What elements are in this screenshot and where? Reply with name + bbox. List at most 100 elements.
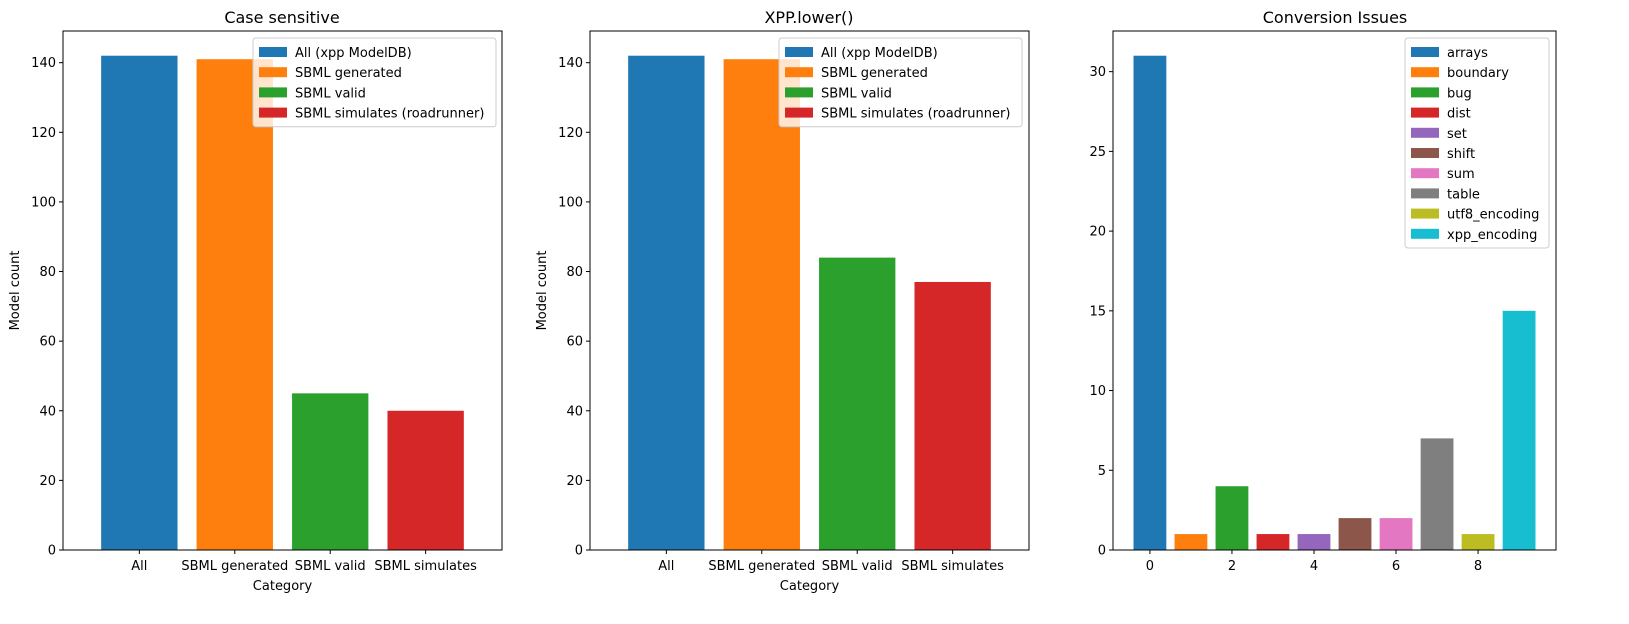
y-tick-label: 30 bbox=[1089, 65, 1106, 80]
legend-swatch bbox=[1411, 87, 1439, 98]
bar bbox=[723, 59, 800, 550]
bar bbox=[1256, 534, 1290, 550]
bar bbox=[1502, 310, 1536, 550]
legend-swatch bbox=[259, 47, 287, 57]
bar bbox=[819, 257, 896, 550]
y-tick-label: 60 bbox=[566, 335, 583, 350]
legend: arrays boundary bug dist set shift sum table utf… bbox=[1404, 37, 1550, 249]
bar bbox=[1420, 438, 1454, 550]
bar bbox=[387, 410, 464, 550]
legend-swatch bbox=[1411, 47, 1439, 57]
legend-swatch bbox=[1411, 148, 1439, 158]
legend-swatch bbox=[1411, 168, 1439, 179]
bar bbox=[292, 393, 369, 550]
x-axis-label: Category bbox=[253, 579, 313, 594]
bar bbox=[1174, 534, 1208, 550]
legend-box bbox=[252, 37, 497, 128]
y-tick-label: 0 bbox=[575, 544, 583, 559]
plot-frame bbox=[589, 30, 1030, 551]
y-tick-label: 0 bbox=[1098, 544, 1106, 559]
y-tick-label: 10 bbox=[1089, 384, 1106, 399]
legend-label: sum bbox=[1447, 167, 1475, 182]
legend-label: shift bbox=[1447, 147, 1475, 162]
legend-label: arrays bbox=[1447, 46, 1488, 61]
legend-swatch bbox=[1411, 228, 1439, 239]
y-tick-label: 80 bbox=[39, 265, 56, 280]
legend-swatch bbox=[259, 107, 287, 118]
y-tick-label: 25 bbox=[1089, 145, 1106, 160]
legend-swatch bbox=[259, 87, 287, 98]
legend-swatch bbox=[785, 47, 813, 57]
x-tick-label: SBML valid bbox=[295, 559, 366, 574]
legend-label: SBML simulates (roadrunner) bbox=[821, 107, 1010, 122]
chart-case-sensitive: 0 20 40 60 80 100 120 140 All SBML generated SBML … bbox=[8, 8, 503, 594]
chart-conversion-issues: 0 5 10 15 20 25 30 0 2 4 6 8 Conversion Issues arrays… bbox=[1089, 8, 1557, 574]
y-tick-label: 20 bbox=[39, 474, 56, 489]
legend-swatch bbox=[1411, 107, 1439, 118]
legend-box bbox=[1404, 37, 1550, 249]
y-tick-label: 40 bbox=[39, 404, 56, 419]
y-tick-label: 5 bbox=[1098, 464, 1106, 479]
y-tick-label: 15 bbox=[1089, 304, 1106, 319]
legend-label: xpp_encoding bbox=[1447, 228, 1537, 243]
y-axis-label: Model count bbox=[535, 251, 550, 331]
y-tick-label: 60 bbox=[39, 335, 56, 350]
legend-label: table bbox=[1447, 187, 1480, 202]
y-tick-label: 120 bbox=[558, 126, 583, 141]
legend-swatch bbox=[785, 107, 813, 118]
legend-swatch bbox=[1411, 208, 1439, 219]
x-axis-label: Category bbox=[780, 579, 840, 594]
x-tick-label: SBML generated bbox=[181, 559, 288, 574]
legend-label: SBML generated bbox=[295, 66, 402, 81]
x-tick-label: SBML simulates bbox=[374, 559, 477, 574]
y-tick-label: 100 bbox=[31, 195, 56, 210]
bar bbox=[196, 59, 273, 550]
legend-label: dist bbox=[1447, 107, 1471, 122]
chart-xpp-lower: 0 20 40 60 80 100 120 140 All SBML generated SBML … bbox=[535, 8, 1030, 594]
x-tick-label: All bbox=[131, 559, 147, 574]
y-tick-label: 140 bbox=[558, 56, 583, 71]
legend-label: All (xpp ModelDB) bbox=[821, 46, 938, 61]
legend: All (xpp ModelDB) SBML generated SBML vali… bbox=[778, 37, 1023, 128]
legend-swatch bbox=[1411, 67, 1439, 78]
bar bbox=[1461, 534, 1495, 550]
legend-swatch bbox=[1411, 127, 1439, 138]
bar bbox=[914, 281, 991, 550]
x-tick-label: 0 bbox=[1146, 559, 1154, 574]
y-tick-label: 140 bbox=[31, 56, 56, 71]
legend-swatch bbox=[785, 87, 813, 98]
y-axis-label: Model count bbox=[8, 251, 23, 331]
legend-swatch bbox=[785, 67, 813, 78]
legend-label: SBML valid bbox=[821, 86, 892, 101]
x-tick-label: SBML valid bbox=[822, 559, 893, 574]
legend-box bbox=[778, 37, 1023, 128]
y-tick-label: 20 bbox=[1089, 225, 1106, 240]
legend-label: bug bbox=[1447, 86, 1472, 101]
legend-label: SBML simulates (roadrunner) bbox=[295, 107, 484, 122]
legend: All (xpp ModelDB) SBML generated SBML vali… bbox=[252, 37, 497, 128]
plot-frame bbox=[62, 30, 503, 551]
legend-label: boundary bbox=[1447, 66, 1509, 81]
x-tick-label: 6 bbox=[1392, 559, 1400, 574]
x-tick-label: 8 bbox=[1474, 559, 1482, 574]
y-tick-label: 20 bbox=[566, 474, 583, 489]
legend-label: All (xpp ModelDB) bbox=[295, 46, 412, 61]
chart-title: XPP.lower() bbox=[764, 8, 853, 27]
bar bbox=[1215, 486, 1249, 550]
y-tick-label: 80 bbox=[566, 265, 583, 280]
x-tick-label: 2 bbox=[1228, 559, 1236, 574]
chart-title: Case sensitive bbox=[224, 8, 339, 27]
x-tick-label: SBML generated bbox=[708, 559, 815, 574]
bar bbox=[1297, 534, 1331, 550]
bar bbox=[1133, 55, 1167, 551]
legend-swatch bbox=[1411, 188, 1439, 199]
chart-title: Conversion Issues bbox=[1263, 8, 1408, 27]
legend-label: utf8_encoding bbox=[1447, 208, 1539, 223]
x-tick-label: 4 bbox=[1310, 559, 1318, 574]
y-tick-label: 0 bbox=[48, 544, 56, 559]
x-tick-label: All bbox=[658, 559, 674, 574]
legend-label: SBML generated bbox=[821, 66, 928, 81]
bar bbox=[101, 55, 178, 551]
legend-swatch bbox=[259, 67, 287, 78]
